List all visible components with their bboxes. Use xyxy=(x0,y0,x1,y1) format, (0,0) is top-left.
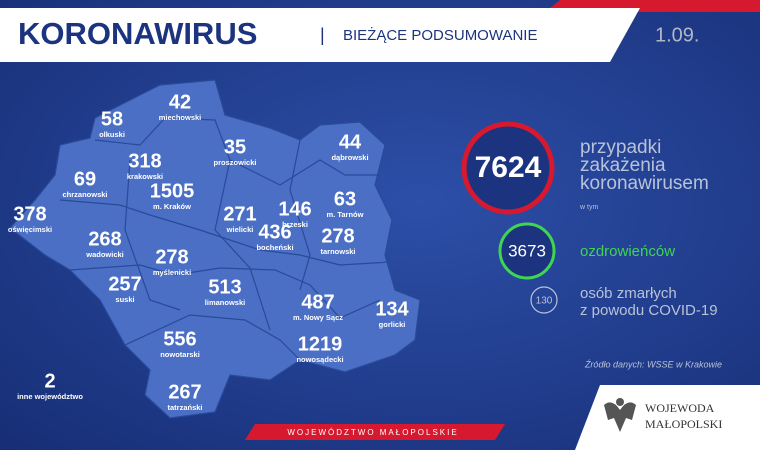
region-value: 318 xyxy=(128,150,161,172)
region-label: gorlicki xyxy=(379,320,406,329)
region-value: 146 xyxy=(278,198,311,220)
source: Źródło danych: WSSE w Krakowie xyxy=(584,359,722,369)
region-label: myślenicki xyxy=(153,268,191,277)
cases-line: koronawirusem xyxy=(580,173,709,194)
region-label: oświęcimski xyxy=(8,225,52,234)
region-label: m. Tarnów xyxy=(327,210,364,219)
eagle-emblem xyxy=(604,398,636,432)
region-label: brzeski xyxy=(282,220,308,229)
region-value: 42 xyxy=(169,91,191,113)
region-value: 1505 xyxy=(150,180,195,202)
recovered-value: 3673 xyxy=(508,241,546,260)
region-label: dąbrowski xyxy=(331,153,368,162)
region-value: 513 xyxy=(208,276,241,298)
logo-line: WOJEWODA xyxy=(645,401,715,415)
region-value: 2 xyxy=(44,370,55,392)
region-value: 556 xyxy=(163,328,196,350)
header-band xyxy=(0,8,640,62)
region-label: nowosądecki xyxy=(296,355,343,364)
header-separator: | xyxy=(320,25,325,45)
region-label: suski xyxy=(115,295,134,304)
region-value: 378 xyxy=(13,203,46,225)
region-label: wielicki xyxy=(226,225,254,234)
deaths-circle xyxy=(530,286,558,314)
region-label: chrzanowski xyxy=(62,190,107,199)
region-value: 278 xyxy=(321,225,354,247)
recovered-circle xyxy=(498,222,556,280)
logo-line: MAŁOPOLSKI xyxy=(645,417,722,431)
region-label: tatrzański xyxy=(167,403,202,412)
region-value: 35 xyxy=(224,136,246,158)
region-label: krakowski xyxy=(127,172,163,181)
cases-circle xyxy=(461,121,555,215)
header-title: KORONAWIRUS xyxy=(18,16,257,51)
region-value: 271 xyxy=(223,203,256,225)
cases-line: zakażenia xyxy=(580,155,666,176)
region-value: 69 xyxy=(74,168,96,190)
region-label: m. Kraków xyxy=(153,202,191,211)
region-label: proszowicki xyxy=(214,158,257,167)
region-value: 436 xyxy=(258,221,291,243)
of-which: w tym xyxy=(579,204,598,211)
region-value: 278 xyxy=(155,246,188,268)
cases-value: 7624 xyxy=(475,151,542,184)
region-value: 267 xyxy=(168,381,201,403)
cases-line: przypadki xyxy=(580,137,661,158)
region-label: inne województwo xyxy=(17,392,83,401)
region-label: miechowski xyxy=(159,113,202,122)
deaths-line: z powodu COVID-19 xyxy=(580,302,718,319)
region-label: nowotarski xyxy=(160,350,200,359)
recovered-label: ozdrowieńców xyxy=(580,243,675,260)
region-label: limanowski xyxy=(205,298,245,307)
region-value: 134 xyxy=(375,298,409,320)
region-label: olkuski xyxy=(99,130,125,139)
region-value: 44 xyxy=(339,131,362,153)
region-value: 268 xyxy=(88,228,121,250)
header-subtitle: BIEŻĄCE PODSUMOWANIE xyxy=(343,26,537,44)
map xyxy=(9,79,421,419)
header-date: 1.09. xyxy=(655,24,699,46)
region-label: wadowicki xyxy=(85,250,124,259)
region-label: m. Nowy Sącz xyxy=(293,313,343,322)
footer-band xyxy=(245,424,505,440)
footer-region: WOJEWÓDZTWO MAŁOPOLSKIE xyxy=(287,428,458,437)
region-value: 1219 xyxy=(298,333,343,355)
deaths-value: 130 xyxy=(536,296,553,307)
region-value: 487 xyxy=(301,291,334,313)
region-value: 58 xyxy=(101,108,123,130)
region-value: 257 xyxy=(108,273,141,295)
region-value: 63 xyxy=(334,188,356,210)
deaths-line: osób zmarłych xyxy=(580,285,677,302)
region-label: bocheński xyxy=(256,243,293,252)
region-label: tarnowski xyxy=(320,247,355,256)
